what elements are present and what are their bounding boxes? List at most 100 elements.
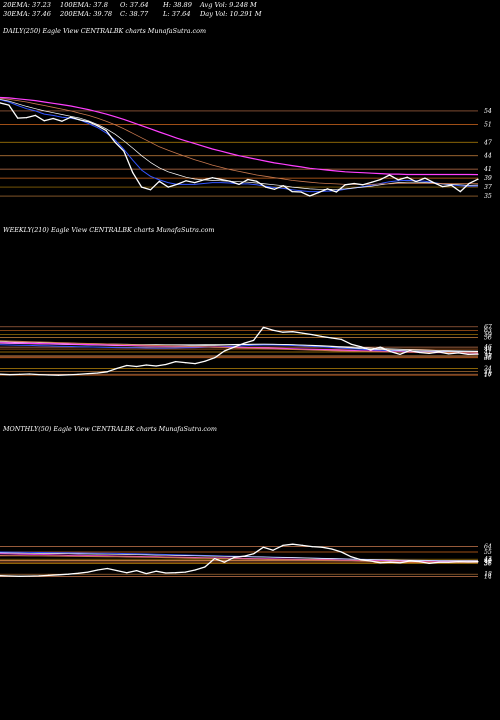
close-label: C: 38.77 xyxy=(120,10,149,18)
price-point xyxy=(145,573,147,575)
price-point xyxy=(17,117,19,119)
price-point xyxy=(77,572,79,574)
y-tick-label: 18 xyxy=(484,371,492,378)
price-point xyxy=(450,184,452,186)
price-point xyxy=(389,561,391,563)
price-point xyxy=(43,120,45,122)
price-line xyxy=(0,326,479,376)
price-point xyxy=(477,353,479,355)
price-point xyxy=(204,566,206,568)
price-point xyxy=(116,570,118,572)
price-point xyxy=(301,544,303,546)
price-point xyxy=(370,349,372,351)
price-point xyxy=(262,326,264,328)
price-point xyxy=(229,180,231,182)
ema-line xyxy=(0,555,479,564)
price-point xyxy=(126,364,128,367)
price-point xyxy=(77,373,79,375)
price-point xyxy=(459,191,461,193)
price-point xyxy=(468,182,470,185)
y-tick-label: 35 xyxy=(484,193,492,200)
price-point xyxy=(0,373,1,375)
avg-vol-label: Avg Vol: 9.248 M xyxy=(200,1,257,9)
price-point xyxy=(194,363,196,365)
price-point xyxy=(335,191,337,193)
price-point xyxy=(67,374,69,376)
price-point xyxy=(300,191,302,193)
price-point xyxy=(256,180,258,182)
price-point xyxy=(184,362,186,364)
price-point xyxy=(211,177,213,179)
price-point xyxy=(253,553,255,555)
y-tick-label: 55 xyxy=(484,549,492,556)
price-point xyxy=(155,365,157,367)
price-point xyxy=(353,182,355,185)
price-point xyxy=(149,189,152,191)
day-vol-label: Day Vol: 10.291 M xyxy=(200,10,262,18)
price-point xyxy=(96,125,98,127)
price-point xyxy=(442,186,444,188)
ema-line xyxy=(0,340,479,354)
price-point xyxy=(167,186,169,188)
price-point xyxy=(48,574,50,576)
price-point xyxy=(448,353,450,355)
price-point xyxy=(185,180,187,182)
price-point xyxy=(9,374,11,376)
price-point xyxy=(311,334,313,336)
price-point xyxy=(360,346,362,348)
y-tick-label: 41 xyxy=(483,166,492,173)
price-point xyxy=(194,182,196,184)
price-point xyxy=(311,546,313,548)
price-point xyxy=(136,365,138,368)
open-label: O: 37.64 xyxy=(120,1,149,9)
price-point xyxy=(67,573,69,575)
y-tick-label: 54 xyxy=(484,108,492,115)
y-tick-label: 36 xyxy=(484,354,492,361)
price-point xyxy=(18,575,21,577)
y-tick-label: 51 xyxy=(484,121,492,128)
price-point xyxy=(158,180,160,182)
price-point xyxy=(389,350,391,353)
y-tick-label: 37 xyxy=(484,353,492,360)
price-point xyxy=(0,102,1,104)
price-point xyxy=(87,373,89,375)
weekly-panel-title: WEEKLY(210) Eagle View CENTRALBK charts … xyxy=(3,226,215,234)
price-point xyxy=(165,363,167,366)
price-point xyxy=(344,184,346,186)
price-point xyxy=(380,178,382,181)
price-point xyxy=(8,104,10,106)
price-point xyxy=(457,352,460,354)
high-label: H: 38.89 xyxy=(163,1,192,9)
price-point xyxy=(292,331,294,333)
y-tick-label: 47 xyxy=(483,139,492,146)
y-tick-label: 44 xyxy=(483,153,492,160)
price-point xyxy=(38,374,40,376)
y-tick-label: 36 xyxy=(484,560,492,567)
price-point xyxy=(370,560,372,562)
price-point xyxy=(141,186,143,188)
price-point xyxy=(340,551,342,553)
price-point xyxy=(194,569,196,571)
daily-chart: 54 51 47 44 41 39 37 35 xyxy=(0,96,492,200)
price-point xyxy=(362,184,364,186)
price-point xyxy=(204,360,206,362)
price-point xyxy=(331,548,333,550)
price-point xyxy=(262,546,264,548)
price-point xyxy=(106,567,108,570)
price-point xyxy=(428,352,430,354)
price-point xyxy=(136,570,138,572)
ema30-label: 30EMA: 37.46 xyxy=(3,10,51,18)
price-point xyxy=(214,357,216,359)
y-tick-label: 56 xyxy=(484,334,492,341)
price-point xyxy=(331,337,333,339)
ema-line xyxy=(0,344,478,353)
price-point xyxy=(106,371,108,373)
price-point xyxy=(70,116,72,118)
price-point xyxy=(175,361,177,363)
price-point xyxy=(18,373,21,375)
price-point xyxy=(379,562,381,564)
price-point xyxy=(379,346,381,348)
price-point xyxy=(282,331,284,333)
